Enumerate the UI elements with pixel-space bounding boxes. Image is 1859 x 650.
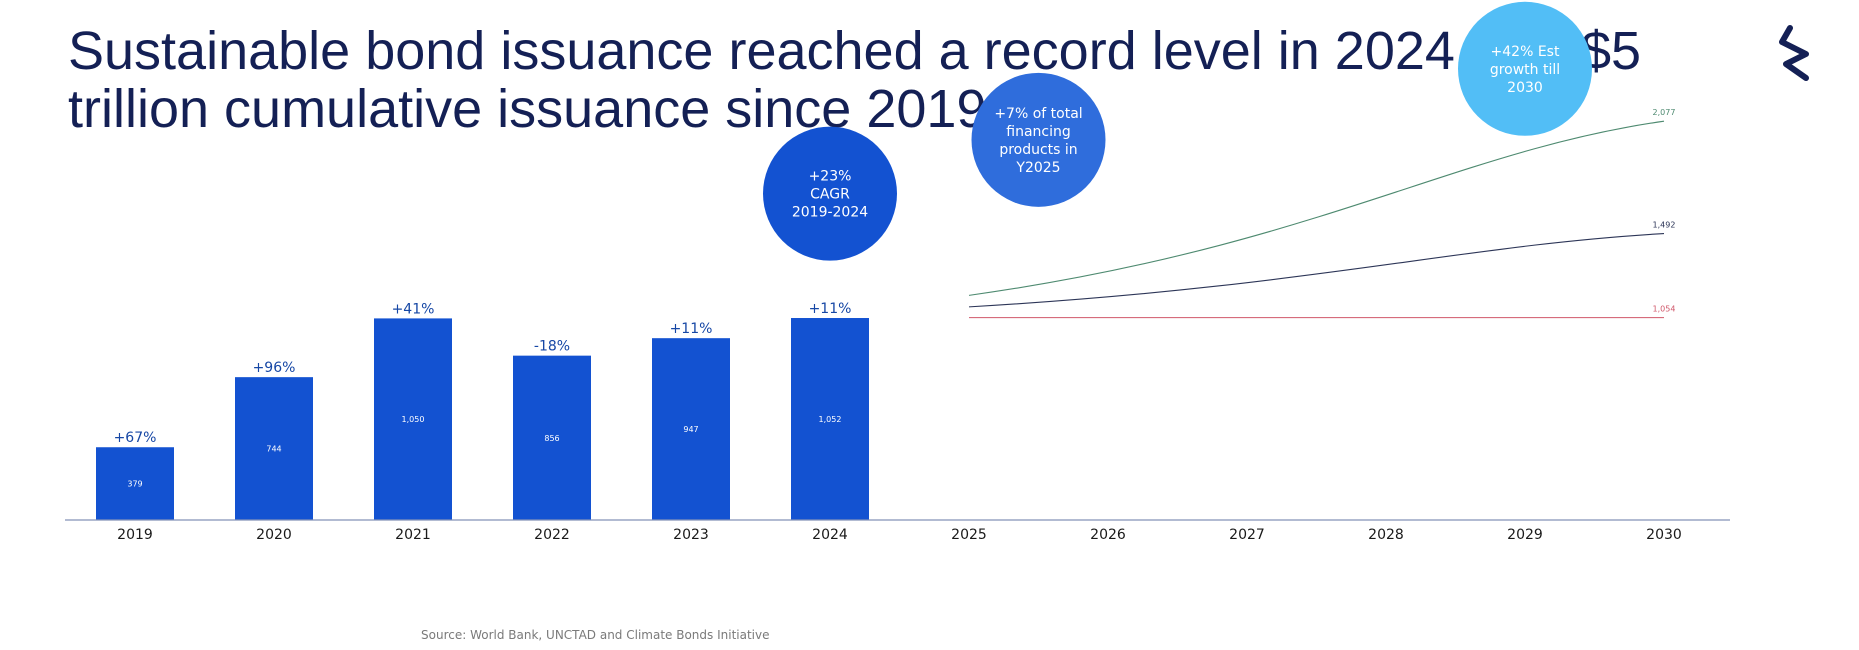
bar bbox=[791, 318, 869, 520]
source-note: Source: World Bank, UNCTAD and Climate B… bbox=[421, 628, 770, 642]
bar-value-label: 379 bbox=[127, 480, 142, 489]
bar-growth-label: +67% bbox=[114, 430, 157, 446]
x-tick-label: 2028 bbox=[1368, 527, 1404, 543]
x-tick-label: 2023 bbox=[673, 527, 709, 543]
x-tick-label: 2022 bbox=[534, 527, 570, 543]
bar-value-label: 1,052 bbox=[819, 415, 842, 424]
bar-growth-label: +11% bbox=[809, 301, 852, 317]
annotation-bubble-text: Y2025 bbox=[1015, 160, 1060, 176]
stylized-s-logo-icon bbox=[1779, 25, 1809, 81]
x-tick-label: 2027 bbox=[1229, 527, 1265, 543]
x-tick-label: 2025 bbox=[951, 527, 987, 543]
annotation-bubble-text: CAGR bbox=[810, 187, 850, 203]
annotation-bubble-text: 2019-2024 bbox=[792, 205, 868, 221]
issuance-chart: +23% CAGR 2019-2024 +7% of total financing pr… bbox=[65, 1, 1730, 543]
bar-growth-label: +11% bbox=[670, 321, 713, 337]
bar bbox=[96, 447, 174, 520]
bar bbox=[235, 377, 313, 520]
projection-end-label: 2,077 bbox=[1653, 108, 1676, 117]
annotation-bubble-text: +42% Est bbox=[1491, 44, 1560, 60]
annotation-bubbles: +23% CAGR 2019-2024 +7% of total financing pr… bbox=[763, 1, 1592, 261]
annotation-bubble bbox=[763, 126, 897, 261]
annotation-bubble-text: financing bbox=[1006, 124, 1071, 140]
bar-growth-label: +96% bbox=[253, 360, 296, 376]
bar-value-label: 856 bbox=[544, 434, 559, 443]
annotation-bubble-text: growth till bbox=[1490, 62, 1560, 78]
bar bbox=[513, 355, 591, 520]
annotation-bubble bbox=[971, 72, 1106, 207]
projection-lines: 2,077 1,492 1,054 bbox=[968, 108, 1676, 319]
annotation-bubble-text: 2030 bbox=[1507, 80, 1543, 96]
bar-growth-label: +41% bbox=[392, 301, 435, 317]
bar bbox=[652, 338, 730, 520]
x-tick-label: 2030 bbox=[1646, 527, 1682, 543]
bar bbox=[374, 318, 452, 520]
x-axis-ticks: 2019 2020 2021 2022 2023 2024 2025 2026 2027 2028… bbox=[117, 527, 1682, 543]
x-tick-label: 2026 bbox=[1090, 527, 1126, 543]
annotation-bubble-text: +7% of total bbox=[994, 106, 1082, 122]
projection-end-label: 1,054 bbox=[1653, 305, 1676, 314]
x-tick-label: 2021 bbox=[395, 527, 431, 543]
bar-value-label: 744 bbox=[266, 445, 281, 454]
bar-value-label: 947 bbox=[683, 425, 698, 434]
projection-line bbox=[968, 120, 1665, 296]
bar-growth-label: -18% bbox=[534, 339, 570, 355]
annotation-bubble-text: products in bbox=[999, 142, 1077, 158]
annotation-bubble bbox=[1458, 1, 1592, 136]
issuance-bars: 379 +67% 744 +96% 1,050 +41% 856 -18% 947 +11% 1,0… bbox=[96, 301, 869, 520]
annotation-bubble-text: +23% bbox=[809, 169, 852, 185]
x-tick-label: 2020 bbox=[256, 527, 292, 543]
x-tick-label: 2029 bbox=[1507, 527, 1543, 543]
projection-line bbox=[968, 232, 1665, 308]
page-title: Sustainable bond issuance reached a reco… bbox=[68, 21, 1642, 139]
x-tick-label: 2024 bbox=[812, 527, 848, 543]
x-tick-label: 2019 bbox=[117, 527, 153, 543]
bar-value-label: 1,050 bbox=[402, 415, 425, 424]
projection-end-label: 1,492 bbox=[1653, 221, 1676, 230]
